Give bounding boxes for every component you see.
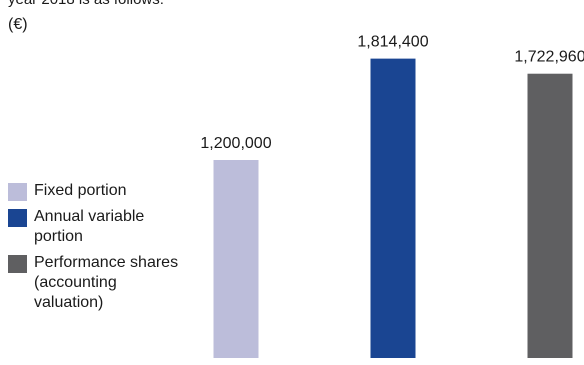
value-label-fixed: 1,200,000 — [200, 135, 271, 152]
unit-label: (€) — [8, 16, 28, 33]
legend-item-performance-shares: Performance shares (accounting valuation… — [8, 253, 188, 313]
value-label-performance-shares: 1,722,960 — [514, 49, 584, 66]
legend-item-annual-variable: Annual variable portion — [8, 207, 188, 247]
legend-swatch-annual-variable — [8, 209, 27, 227]
bar-annual-variable — [370, 58, 416, 359]
chart-legend: Fixed portion Annual variable portion Pe… — [8, 181, 188, 319]
legend-swatch-fixed — [8, 183, 27, 201]
legend-label-fixed: Fixed portion — [34, 182, 127, 199]
bar-performance-shares — [527, 73, 573, 358]
legend-label-performance-shares: Performance shares (accounting valuation… — [34, 254, 179, 311]
legend-swatch-performance-shares — [8, 255, 27, 273]
intro-text: year 2018 is as follows: — [8, 0, 164, 8]
legend-item-fixed: Fixed portion — [8, 181, 188, 201]
legend-label-annual-variable: Annual variable portion — [34, 208, 145, 245]
value-label-annual-variable: 1,814,400 — [357, 34, 428, 51]
bar-fixed — [213, 160, 259, 358]
